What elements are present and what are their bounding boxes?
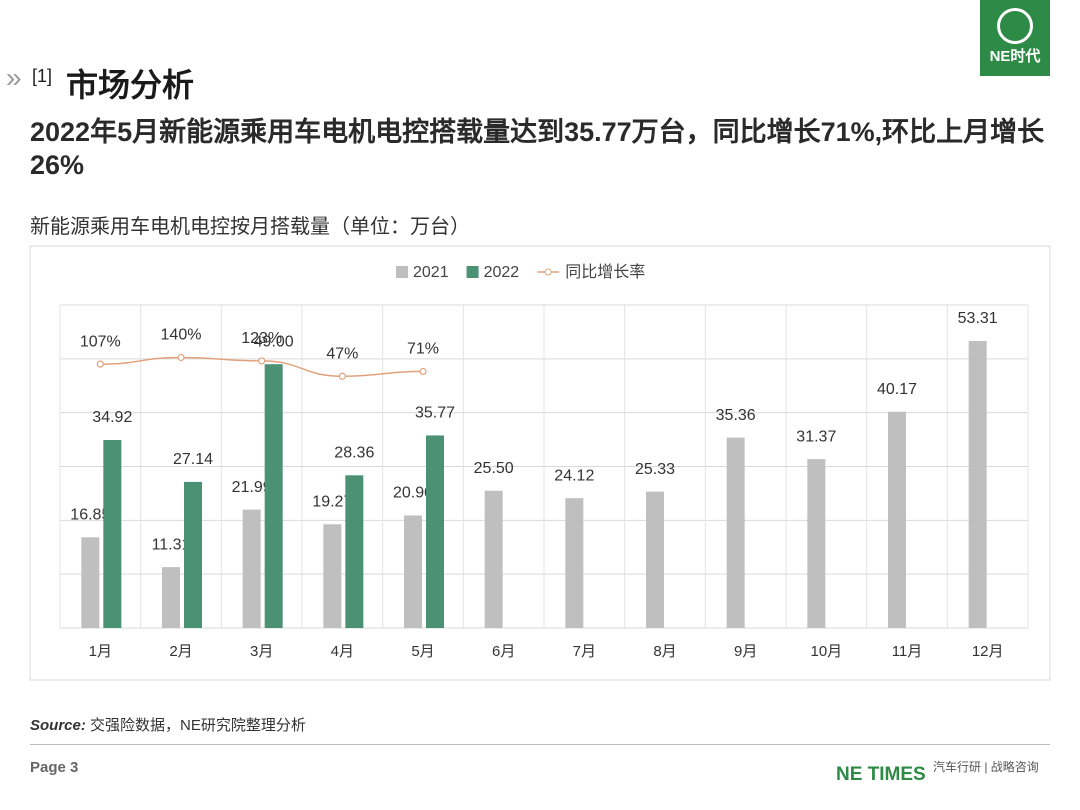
value-label: 21.99 — [232, 479, 272, 496]
chart-title: 新能源乘用车电机电控按月搭载量（单位：万台） — [30, 216, 470, 238]
line-point — [177, 353, 185, 362]
value-label: 123% — [241, 330, 282, 347]
x-tick-label: 4月 — [331, 643, 354, 660]
legend-label: 2022 — [484, 264, 520, 281]
bar — [242, 509, 261, 628]
bar — [404, 515, 422, 628]
bar — [726, 437, 745, 628]
value-label: 40.17 — [877, 381, 917, 398]
x-tick-label: 9月 — [734, 643, 757, 660]
bar — [646, 491, 664, 628]
legend-swatch — [396, 266, 408, 278]
value-label: 25.33 — [635, 461, 675, 478]
line-point — [419, 367, 427, 376]
chart-frame — [29, 245, 1051, 681]
x-tick-label: 5月 — [411, 643, 434, 660]
value-label: 35.36 — [716, 407, 756, 424]
value-label: 24.12 — [554, 467, 594, 484]
legend-label: 同比增长率 — [565, 263, 645, 281]
bar — [807, 459, 826, 628]
footer-rule — [30, 744, 1050, 745]
value-label: 71% — [407, 341, 439, 358]
x-tick-label: 8月 — [653, 643, 676, 660]
source-label: Source: — [30, 717, 86, 734]
x-tick-label: 7月 — [573, 643, 596, 660]
bar — [103, 440, 122, 628]
value-label: 140% — [161, 327, 202, 344]
bar — [345, 475, 364, 628]
x-tick-label: 1月 — [89, 643, 112, 660]
value-label: 11.31 — [152, 536, 191, 553]
value-label: 49.00 — [254, 333, 294, 350]
page-number: Page 3 — [30, 759, 79, 776]
x-tick-label: 10月 — [810, 643, 842, 660]
value-label: 35.77 — [415, 405, 455, 422]
x-tick-label: 11月 — [892, 643, 923, 660]
value-label: 16.85 — [70, 507, 110, 524]
bar — [264, 364, 283, 628]
value-label: 34.92 — [92, 409, 132, 426]
legend-swatch — [466, 266, 479, 278]
source-text: 交强险数据，NE研究院整理分析 — [90, 717, 306, 734]
section-number: [1] — [32, 66, 53, 86]
value-label: 28.36 — [334, 445, 374, 462]
value-label: 20.90 — [393, 485, 433, 502]
logo-mark — [997, 8, 1033, 44]
bar — [81, 537, 100, 628]
bar — [323, 524, 342, 628]
bar — [484, 490, 503, 628]
legend-marker — [544, 268, 552, 276]
line-point — [96, 360, 104, 368]
source: Source: 交强险数据，NE研究院整理分析 — [30, 714, 306, 735]
x-tick-label: 6月 — [492, 643, 515, 660]
brand: NE TIMES — [836, 764, 926, 785]
bar — [184, 481, 202, 628]
value-label: 53.31 — [958, 310, 998, 327]
line-point — [338, 372, 346, 380]
legend-label: 2021 — [413, 264, 449, 281]
line-point — [258, 357, 266, 365]
value-label: 25.50 — [474, 460, 514, 477]
value-label: 31.37 — [796, 428, 836, 445]
bar — [426, 435, 444, 628]
logo-text: NE时代 — [989, 48, 1041, 65]
bar — [968, 341, 987, 628]
chevrons: » — [6, 62, 22, 93]
x-tick-label: 12月 — [972, 643, 1004, 660]
x-tick-label: 3月 — [250, 643, 273, 660]
logo: NE时代 — [980, 0, 1050, 76]
headline: 2022年5月新能源乘用车电机电控搭载量达到35.77万台，同比增长71%,环比… — [30, 117, 1045, 180]
value-label: 27.14 — [173, 451, 213, 468]
section-title: 市场分析 — [66, 67, 195, 103]
x-tick-label: 2月 — [169, 643, 192, 660]
bar — [565, 498, 584, 628]
value-label: 107% — [80, 333, 121, 350]
tagline: 汽车行研 | 战略咨询 — [933, 760, 1039, 774]
bar — [888, 411, 906, 628]
value-label: 19.27 — [312, 493, 352, 510]
bar — [162, 567, 180, 628]
value-label: 47% — [326, 345, 358, 362]
